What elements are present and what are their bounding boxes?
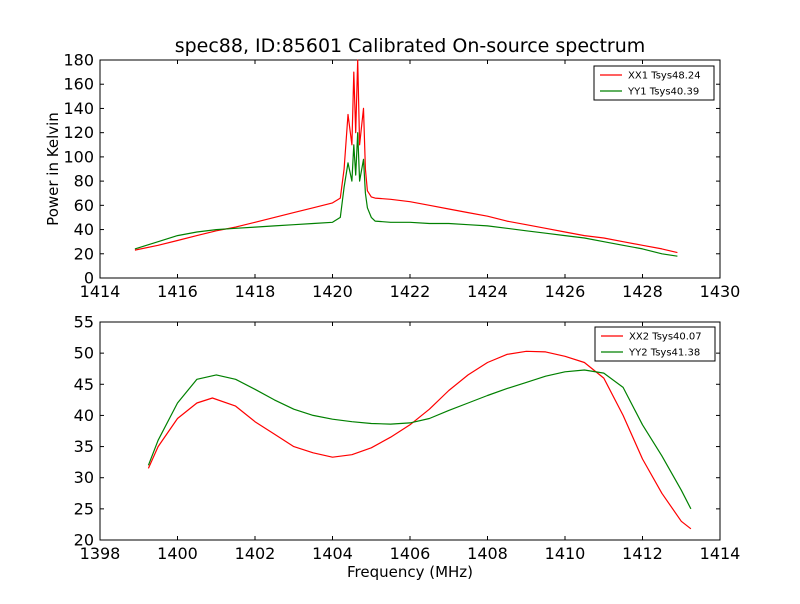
x-tick-label: 1414 [80, 282, 121, 301]
x-tick-label: 1416 [157, 282, 198, 301]
legend-box-2 [594, 326, 716, 362]
x-tick-label: 1430 [700, 282, 741, 301]
y-tick-label: 35 [74, 437, 94, 456]
y-tick-label: 140 [63, 99, 94, 118]
y-axis-label: Power in Kelvin [44, 112, 62, 226]
x-tick-label: 1410 [545, 544, 586, 563]
x-tick-label: 1398 [80, 544, 121, 563]
x-tick-label: 1424 [467, 282, 508, 301]
y-tick-label: 30 [74, 468, 94, 487]
y-tick-label: 180 [63, 51, 94, 70]
y-tick-label: 120 [63, 123, 94, 142]
x-tick-label: 1426 [545, 282, 586, 301]
legend-box-1 [593, 65, 715, 101]
y-tick-label: 45 [74, 375, 94, 394]
x-tick-label: 1406 [390, 544, 431, 563]
x-tick-label: 1404 [312, 544, 353, 563]
series-line-1-1 [134, 59, 678, 254]
y-tick-label: 55 [74, 313, 94, 332]
y-tick-label: 160 [63, 75, 94, 94]
legend-entry: XX2 Tsys40.07 [629, 332, 702, 343]
series-line-2-1 [147, 350, 692, 530]
x-tick-label: 1422 [390, 282, 431, 301]
y-tick-label: 0 [84, 269, 94, 288]
y-tick-label: 25 [74, 499, 94, 518]
legend-entry: YY2 Tsys41.38 [628, 348, 700, 359]
y-tick-label: 20 [74, 531, 94, 550]
y-tick-label: 20 [74, 244, 94, 263]
series-line-2-2 [147, 369, 692, 510]
series-line-1-2 [134, 132, 678, 257]
x-axis-label: Frequency (MHz) [347, 563, 473, 581]
x-tick-label: 1400 [157, 544, 198, 563]
y-tick-label: 40 [74, 406, 94, 425]
y-tick-label: 60 [74, 196, 94, 215]
x-tick-label: 1420 [312, 282, 353, 301]
x-tick-label: 1414 [700, 544, 741, 563]
x-tick-label: 1418 [235, 282, 276, 301]
y-tick-label: 80 [74, 172, 94, 191]
y-tick-label: 40 [74, 220, 94, 239]
legend-entry: XX1 Tsys48.24 [628, 71, 701, 82]
x-tick-label: 1428 [622, 282, 663, 301]
y-tick-label: 50 [74, 344, 94, 363]
chart-title: spec88, ID:85601 Calibrated On-source sp… [175, 35, 646, 57]
x-tick-label: 1408 [467, 544, 508, 563]
x-tick-label: 1402 [235, 544, 276, 563]
y-tick-label: 100 [63, 147, 94, 166]
legend-entry: YY1 Tsys40.39 [627, 87, 699, 98]
x-tick-label: 1412 [622, 544, 663, 563]
